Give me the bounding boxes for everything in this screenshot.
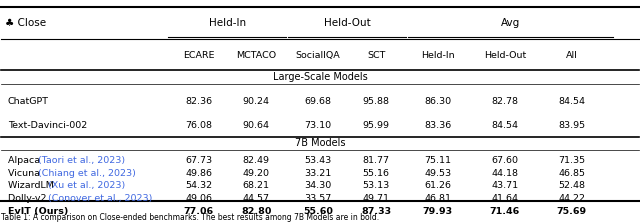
Text: Avg: Avg	[501, 18, 520, 28]
Text: WizardLM: WizardLM	[8, 181, 54, 190]
Text: 55.16: 55.16	[363, 169, 390, 178]
Text: 44.22: 44.22	[558, 194, 585, 203]
Text: 46.81: 46.81	[424, 194, 451, 203]
Text: 33.57: 33.57	[305, 194, 332, 203]
Text: 81.77: 81.77	[363, 156, 390, 165]
Text: 43.71: 43.71	[492, 181, 518, 190]
Text: 82.36: 82.36	[186, 97, 212, 105]
Text: All: All	[566, 51, 577, 60]
Text: 53.13: 53.13	[362, 181, 390, 190]
Text: 90.24: 90.24	[243, 97, 270, 105]
Text: 49.06: 49.06	[186, 194, 212, 203]
Text: 67.73: 67.73	[186, 156, 212, 165]
Text: 86.30: 86.30	[424, 97, 451, 105]
Text: 75.69: 75.69	[557, 207, 587, 216]
Text: (Taori et al., 2023): (Taori et al., 2023)	[38, 156, 125, 165]
Text: 77.06: 77.06	[184, 207, 214, 216]
Text: 68.21: 68.21	[243, 181, 270, 190]
Text: 87.33: 87.33	[361, 207, 391, 216]
Text: 54.32: 54.32	[186, 181, 212, 190]
Text: Table 1: A comparison on Close-ended benchmarks. The best results among 7B Model: Table 1: A comparison on Close-ended ben…	[1, 213, 380, 222]
Text: 84.54: 84.54	[492, 121, 518, 130]
Text: Held-Out: Held-Out	[484, 51, 526, 60]
Text: 82.49: 82.49	[243, 156, 270, 165]
Text: ECARE: ECARE	[183, 51, 214, 60]
Text: (Xu et al., 2023): (Xu et al., 2023)	[47, 181, 125, 190]
Text: 44.18: 44.18	[492, 169, 518, 178]
Text: Held-In: Held-In	[209, 18, 246, 28]
Text: 41.64: 41.64	[492, 194, 518, 203]
Text: SCT: SCT	[367, 51, 385, 60]
Text: 7B Models: 7B Models	[295, 138, 345, 148]
Text: 84.54: 84.54	[558, 97, 585, 105]
Text: ChatGPT: ChatGPT	[8, 97, 49, 105]
Text: (Conover et al., 2023): (Conover et al., 2023)	[47, 194, 152, 203]
Text: Held-Out: Held-Out	[324, 18, 371, 28]
Text: Vicuna: Vicuna	[8, 169, 41, 178]
Text: EvIT (Ours): EvIT (Ours)	[8, 207, 68, 216]
Text: 53.43: 53.43	[305, 156, 332, 165]
Text: 82.80: 82.80	[241, 207, 271, 216]
Text: Alpaca: Alpaca	[8, 156, 41, 165]
Text: Large-Scale Models: Large-Scale Models	[273, 72, 367, 82]
Text: 73.10: 73.10	[305, 121, 332, 130]
Text: 76.08: 76.08	[186, 121, 212, 130]
Text: 95.88: 95.88	[363, 97, 390, 105]
Text: 90.64: 90.64	[243, 121, 270, 130]
Text: (Chiang et al., 2023): (Chiang et al., 2023)	[38, 169, 136, 178]
Text: ♣ Close: ♣ Close	[4, 18, 45, 28]
Text: 79.93: 79.93	[423, 207, 453, 216]
Text: 46.85: 46.85	[558, 169, 585, 178]
Text: 83.95: 83.95	[558, 121, 585, 130]
Text: 95.99: 95.99	[363, 121, 390, 130]
Text: Dolly-v2: Dolly-v2	[8, 194, 47, 203]
Text: 55.60: 55.60	[303, 207, 333, 216]
Text: 67.60: 67.60	[492, 156, 518, 165]
Text: MCTACO: MCTACO	[236, 51, 276, 60]
Text: 49.53: 49.53	[424, 169, 451, 178]
Text: 82.78: 82.78	[492, 97, 518, 105]
Text: 75.11: 75.11	[424, 156, 451, 165]
Text: 49.20: 49.20	[243, 169, 270, 178]
Text: Held-In: Held-In	[421, 51, 454, 60]
Text: 52.48: 52.48	[558, 181, 585, 190]
Text: 49.86: 49.86	[186, 169, 212, 178]
Text: 44.57: 44.57	[243, 194, 270, 203]
Text: 61.26: 61.26	[424, 181, 451, 190]
Text: 71.35: 71.35	[558, 156, 585, 165]
Text: 49.71: 49.71	[363, 194, 390, 203]
Text: 83.36: 83.36	[424, 121, 451, 130]
Text: Text-Davinci-002: Text-Davinci-002	[8, 121, 87, 130]
Text: SocialIQA: SocialIQA	[296, 51, 340, 60]
Text: 34.30: 34.30	[305, 181, 332, 190]
Text: 69.68: 69.68	[305, 97, 332, 105]
Text: 33.21: 33.21	[305, 169, 332, 178]
Text: 71.46: 71.46	[490, 207, 520, 216]
